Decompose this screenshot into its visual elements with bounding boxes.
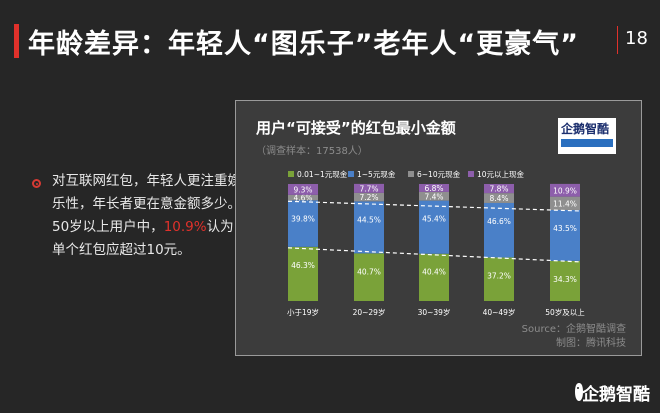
chart-panel: 用户“可接受”的红包最小金额 （调查样本：17538人） 企鹅智酷 0.01~1… — [235, 100, 642, 356]
bar-value-label: 11.4% — [553, 199, 577, 208]
bar-value-label: 7.8% — [489, 185, 508, 194]
title-accent-bar — [14, 24, 19, 58]
page-number-divider — [617, 26, 658, 54]
bar-segment — [288, 194, 318, 201]
stacked-bar-chart: 0.01~1元现金 1~5元现金 6~10元现金 10元以上现金 46.3% 39.8% 4… — [287, 169, 585, 317]
bar-segment — [288, 200, 318, 247]
bar-value-label: 7.4% — [424, 192, 443, 201]
bar-segment — [288, 184, 318, 195]
legend-label: 10元以上现金 — [477, 169, 525, 179]
bar-value-label: 39.8% — [291, 214, 315, 223]
bar-segment — [419, 253, 449, 301]
bullet-highlight: 10.9% — [163, 219, 207, 235]
bar-value-label: 4.6% — [293, 194, 312, 203]
footer-logo: 企鹅智酷 — [582, 385, 650, 405]
bar-segment — [354, 192, 384, 202]
bar-value-label: 40.7% — [357, 267, 381, 276]
bar-segment — [550, 183, 580, 197]
bar-value-label: 40.4% — [422, 268, 446, 277]
bar-segment — [484, 202, 514, 258]
chart-title: 用户“可接受”的红包最小金额 — [256, 119, 456, 137]
source-line-2: 制图：腾讯科技 — [556, 338, 626, 349]
bar-segment — [484, 257, 514, 301]
chart-logo-strip — [561, 139, 613, 147]
penguin-logo-icon — [575, 383, 583, 401]
legend-swatch — [288, 171, 294, 177]
bullet-text-part2: 认为单个红包应超过10元。 — [52, 219, 234, 258]
chart-logo-text: 企鹅智酷 — [561, 122, 610, 136]
page-title: 年龄差异：年轻人“图乐子”老年人“更豪气” — [28, 29, 579, 60]
bar-segment — [550, 196, 580, 210]
legend-label: 6~10元现金 — [417, 169, 461, 179]
bar-value-label: 46.6% — [487, 217, 511, 226]
source-note: Source：企鹅智酷调查 制图：腾讯科技 — [516, 323, 626, 351]
bullet-text-part1: 对互联网红包，年轻人更注重娱乐性，年长者更在意金额多少。50岁以上用户中， — [52, 173, 241, 235]
category-tick-label: 30~39岁 — [418, 307, 451, 317]
bar-value-label: 43.5% — [553, 224, 577, 233]
source-line-1: Source：企鹅智酷调查 — [521, 324, 626, 335]
legend-label: 0.01~1元现金 — [297, 169, 348, 179]
bar-segment — [484, 193, 514, 203]
page-number: 18 — [625, 28, 648, 49]
legend-swatch — [468, 171, 474, 177]
chart-subtitle: （调查样本：17538人） — [256, 146, 368, 157]
bullet-paragraph: 对互联网红包，年轻人更注重娱乐性，年长者更在意金额多少。50岁以上用户中，10.… — [52, 170, 242, 262]
bar-value-label: 45.4% — [422, 215, 446, 224]
category-tick-label: 小于19岁 — [287, 307, 319, 317]
bar-segment — [354, 253, 384, 301]
bar-segment — [550, 260, 580, 301]
category-tick-label: 40~49岁 — [483, 307, 516, 317]
bar-value-label: 7.7% — [359, 184, 378, 193]
legend-label: 1~5元现金 — [357, 169, 396, 179]
bar-segment — [354, 183, 384, 193]
bar-segment — [354, 201, 384, 254]
bar-value-label: 6.8% — [424, 184, 443, 193]
legend-swatch — [348, 171, 354, 177]
bar-segment — [419, 200, 449, 254]
bar-segment — [484, 184, 514, 194]
bar-segment — [288, 246, 318, 301]
bar-value-label: 8.4% — [489, 194, 508, 203]
bar-value-label: 7.2% — [359, 193, 378, 202]
bar-segment — [550, 209, 580, 261]
bar-value-label: 37.2% — [487, 271, 511, 280]
legend-swatch — [408, 171, 414, 177]
bar-value-label: 10.9% — [553, 186, 577, 195]
bar-segment — [419, 184, 449, 192]
bar-value-label: 46.3% — [291, 261, 315, 270]
bar-value-label: 34.3% — [553, 275, 577, 284]
bar-value-label: 44.5% — [357, 215, 381, 224]
chart-logo: 企鹅智酷 — [558, 118, 616, 154]
bar-segment — [419, 191, 449, 201]
bullet-icon — [32, 179, 41, 188]
category-tick-label: 20~29岁 — [353, 307, 386, 317]
bar-value-label: 9.3% — [293, 185, 312, 194]
category-tick-label: 50岁及以上 — [545, 307, 585, 317]
